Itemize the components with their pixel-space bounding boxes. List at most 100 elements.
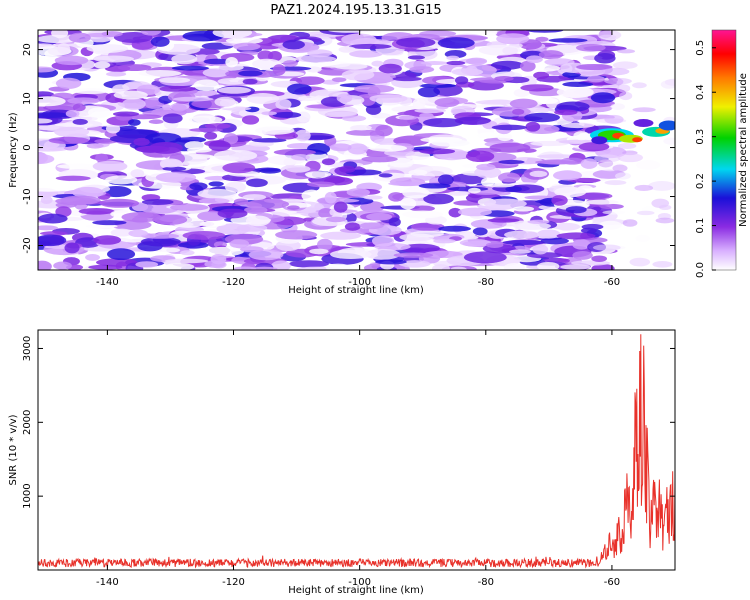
heatmap-x-axis: -140 -120 -100 -80 -60 (96, 30, 620, 288)
heatmap-cell (38, 186, 70, 192)
heatmap-cell (584, 199, 619, 205)
heatmap-cell (512, 108, 525, 115)
heatmap-cell (164, 262, 195, 270)
colorbar-tick-label: 0.0 (695, 262, 706, 278)
x-tick-label: -100 (348, 577, 371, 588)
y-tick-label: 2000 (22, 410, 33, 435)
heatmap-cell (331, 77, 347, 83)
heatmap-cell (248, 249, 284, 261)
heatmap-cell (329, 249, 372, 260)
heatmap-cell (572, 239, 591, 250)
heatmap-cell (295, 76, 325, 85)
heatmap-cell (321, 158, 336, 166)
heatmap-cell (419, 148, 456, 155)
heatmap-cell (594, 52, 616, 64)
heatmap-ylabel: Frequency (Hz) (8, 112, 19, 188)
heatmap-cell (261, 111, 277, 116)
heatmap-cell (465, 65, 478, 77)
heatmap-cell (38, 66, 56, 73)
heatmap-cell (520, 84, 554, 92)
x-tick-label: -120 (222, 277, 245, 288)
heatmap-cell (164, 258, 209, 264)
heatmap-cell (433, 238, 456, 244)
heatmap-cell (487, 218, 520, 223)
heatmap-cell (476, 163, 496, 171)
heatmap-cell (112, 111, 140, 117)
heatmap-cell (573, 131, 590, 141)
heatmap-cell (604, 114, 624, 124)
heatmap-cell (208, 140, 231, 152)
heatmap-cell (554, 109, 578, 116)
heatmap-cell (533, 71, 550, 80)
heatmap-cell (591, 255, 607, 262)
heatmap-cell (171, 53, 198, 65)
heatmap-cell (246, 178, 268, 188)
heatmap-cell (407, 55, 425, 60)
colorbar-ticks: 0.0 0.1 0.2 0.3 0.4 0.5 (695, 40, 716, 278)
heatmap-cell (587, 75, 605, 83)
x-tick-label: -60 (604, 577, 620, 588)
heatmap-cell (250, 266, 278, 270)
heatmap-cell (592, 244, 621, 251)
heatmap-cell (519, 60, 536, 72)
heatmap-cell (434, 97, 460, 108)
heatmap-cell (578, 142, 610, 152)
heatmap-cell (110, 228, 134, 237)
heatmap-cell (275, 230, 318, 240)
heatmap-cell (538, 50, 564, 60)
heatmap-cell (529, 170, 548, 178)
heatmap-cell (140, 233, 180, 239)
heatmap-cell (218, 156, 240, 161)
heatmap-cell (78, 208, 115, 215)
heatmap-cell (552, 222, 581, 231)
colorbar-frame (711, 29, 737, 271)
heatmap-cell (447, 186, 489, 192)
heatmap-cell (199, 221, 215, 227)
heatmap-cell (341, 115, 367, 122)
heatmap-cell (663, 137, 675, 145)
heatmap-cell (218, 64, 244, 71)
heatmap-cell (225, 57, 239, 68)
heatmap-cell (361, 155, 398, 163)
heatmap-cell (307, 49, 333, 58)
heatmap-cell (348, 43, 392, 50)
heatmap-cell (93, 61, 111, 69)
heatmap-cell (233, 42, 261, 51)
heatmap-cell (254, 126, 295, 135)
heatmap-cell (560, 122, 595, 129)
heatmap-cell (107, 248, 136, 261)
heatmap-cell (99, 198, 140, 208)
snr-series-line (38, 334, 675, 569)
x-tick-label: -80 (478, 277, 494, 288)
heatmap-cell (138, 70, 182, 77)
heatmap-cell (513, 88, 530, 98)
x-tick-label: -80 (478, 577, 494, 588)
heatmap-cell (368, 144, 408, 152)
heatmap-cell (556, 86, 594, 98)
heatmap-cell (660, 80, 675, 89)
colorbar-tick-label: 0.1 (695, 218, 706, 234)
heatmap-cell (217, 208, 248, 219)
heatmap-cell (399, 197, 417, 210)
heatmap-cell (539, 97, 559, 104)
heatmap-cell (73, 88, 109, 95)
heatmap-cell (525, 121, 541, 132)
heatmap-cell (150, 36, 170, 47)
heatmap-cell (554, 186, 587, 198)
heatmap-cell (272, 111, 302, 119)
heatmap-cell (214, 96, 236, 107)
heatmap-cell (38, 234, 67, 247)
heatmap-cell (204, 132, 218, 140)
heatmap-cell (155, 172, 197, 183)
heatmap-cell (602, 210, 626, 215)
heatmap-peak (658, 120, 675, 131)
heatmap-cell (85, 253, 101, 261)
heatmap-cell (617, 143, 637, 149)
heatmap-cell (333, 201, 348, 213)
heatmap-cell (410, 222, 445, 231)
heatmap-cell (305, 152, 329, 163)
heatmap-cell (92, 160, 128, 172)
heatmap-cell (113, 32, 153, 43)
heatmap-cell (204, 123, 231, 129)
